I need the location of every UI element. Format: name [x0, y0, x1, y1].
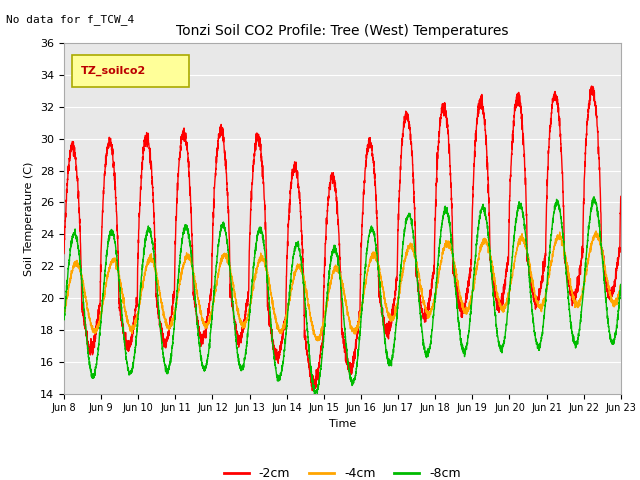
- Text: No data for f_TCW_4: No data for f_TCW_4: [6, 14, 134, 25]
- Title: Tonzi Soil CO2 Profile: Tree (West) Temperatures: Tonzi Soil CO2 Profile: Tree (West) Temp…: [176, 24, 509, 38]
- X-axis label: Time: Time: [329, 419, 356, 429]
- Legend: -2cm, -4cm, -8cm: -2cm, -4cm, -8cm: [219, 462, 466, 480]
- Y-axis label: Soil Temperature (C): Soil Temperature (C): [24, 161, 35, 276]
- Text: TZ_soilco2: TZ_soilco2: [81, 66, 146, 76]
- FancyBboxPatch shape: [72, 56, 189, 87]
